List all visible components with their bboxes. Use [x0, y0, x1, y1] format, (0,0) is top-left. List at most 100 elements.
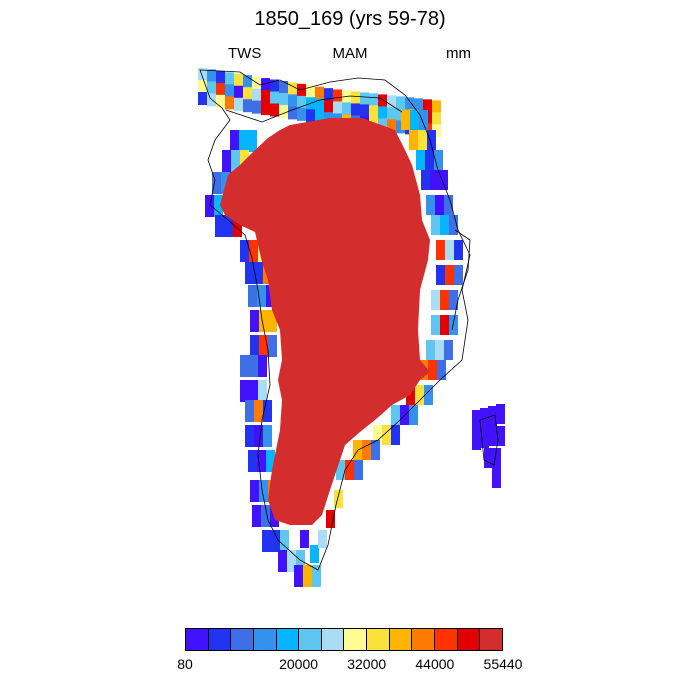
grid-cell [288, 94, 297, 108]
grid-cell [245, 400, 254, 422]
grid-cell [207, 81, 216, 95]
grid-cell [345, 460, 354, 480]
grid-cell [240, 380, 249, 402]
grid-cell [440, 315, 449, 335]
grid-cell [444, 340, 453, 360]
grid-cell [437, 360, 446, 380]
grid-cell [426, 340, 435, 360]
grid-cell [449, 290, 458, 310]
grid-cell [279, 80, 288, 94]
grid-cell [268, 310, 277, 332]
colorbar-box [412, 629, 436, 650]
grid-cell [239, 130, 248, 152]
grid-cell [488, 426, 497, 446]
grid-cell [418, 130, 427, 150]
grid-cell [426, 195, 435, 215]
grid-cell [259, 335, 268, 357]
grid-cell [369, 93, 378, 107]
grid-cell [387, 95, 396, 109]
grid-cell [198, 92, 207, 105]
grid-cell [259, 480, 268, 502]
grid-cell [261, 102, 270, 116]
colorbar-tick-label: 20000 [279, 656, 319, 672]
grid-cell [259, 310, 268, 332]
grid-cell [435, 340, 444, 360]
colorbar-box [208, 629, 232, 650]
grid-cell [297, 107, 306, 121]
colorbar-box [435, 629, 458, 650]
grid-cell [214, 195, 223, 217]
grid-cell [354, 460, 363, 480]
grid-cell [405, 97, 414, 111]
grid-cell [215, 215, 224, 237]
ice-sheet-interior [220, 118, 430, 525]
grid-cell [243, 87, 252, 101]
grid-cell [266, 450, 275, 472]
grid-cell [430, 170, 439, 190]
grid-cell [436, 265, 445, 285]
grid-cell [312, 565, 321, 587]
grid-cell [315, 86, 324, 100]
grid-cell [360, 104, 369, 118]
grid-cell [234, 85, 243, 99]
grid-cell [396, 108, 405, 122]
grid-cell [423, 99, 432, 113]
grid-cell [297, 95, 306, 109]
grid-cell [492, 468, 501, 488]
grid-cell [428, 360, 437, 380]
grid-cell [406, 385, 415, 405]
units-label: mm [446, 45, 471, 62]
colorbar-tick-label: 32000 [347, 656, 387, 672]
grid-cell [205, 195, 214, 217]
grid-cell [414, 98, 423, 112]
grid-cell [225, 84, 234, 98]
grid-cell [258, 355, 267, 377]
grid-cell [254, 400, 263, 422]
grid-cell [371, 440, 380, 460]
grid-cell [378, 94, 387, 108]
colorbar-box [253, 629, 277, 650]
grid-cell [409, 405, 418, 425]
grid-cell [369, 105, 378, 119]
grid-cell [480, 428, 489, 448]
grid-cell [249, 380, 258, 402]
grid-cell [472, 410, 481, 430]
grid-cell [268, 335, 277, 357]
grid-cell [257, 285, 266, 307]
grid-cell [278, 550, 287, 572]
grid-cell [416, 150, 425, 170]
grid-cell [391, 405, 400, 425]
grid-cell [306, 85, 315, 99]
grid-cell [248, 130, 257, 152]
grid-cell [254, 425, 263, 447]
grid-cell [243, 99, 252, 113]
grid-cell [324, 88, 333, 102]
grid-cell [270, 91, 279, 105]
grid-cell [198, 80, 207, 93]
grid-cell [252, 88, 261, 102]
colorbar-tick-label: 44000 [415, 656, 455, 672]
grid-cell [432, 112, 441, 126]
colorbar-box [367, 629, 390, 650]
grid-cell [270, 79, 279, 93]
grid-cell [280, 530, 289, 552]
grid-cell [449, 315, 458, 335]
grid-cell [434, 150, 443, 170]
grid-cell [315, 110, 324, 124]
grid-cell [198, 68, 207, 81]
grid-cell [419, 110, 428, 130]
grid-cell [240, 355, 249, 377]
grid-cell [334, 490, 343, 508]
grid-cell [250, 335, 259, 357]
grid-cell [496, 426, 505, 446]
grid-cell [271, 530, 280, 552]
coastline [199, 69, 499, 571]
grid-cell [318, 530, 327, 548]
grid-cell [225, 96, 234, 110]
colorbar-box [231, 629, 254, 650]
colorbar-tick-label: 80 [177, 656, 193, 672]
grid-cell [472, 430, 481, 450]
grid-cell [306, 109, 315, 123]
grid-cell [326, 510, 335, 528]
